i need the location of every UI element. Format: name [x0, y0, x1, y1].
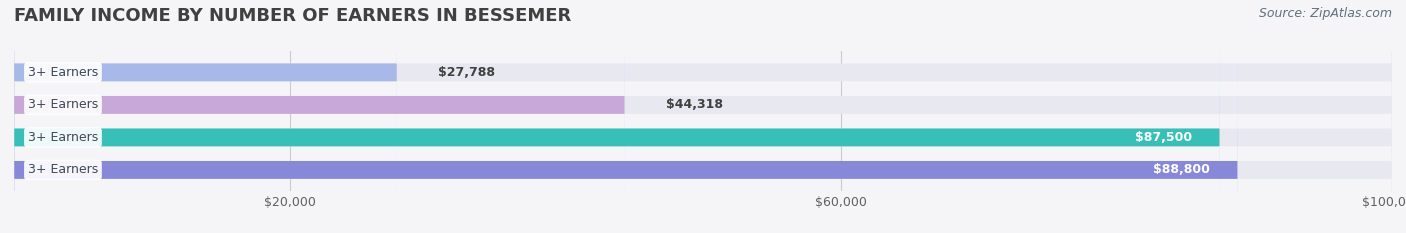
FancyBboxPatch shape: [14, 0, 1392, 233]
FancyBboxPatch shape: [14, 0, 1392, 233]
FancyBboxPatch shape: [14, 0, 1392, 233]
Text: 3+ Earners: 3+ Earners: [28, 131, 98, 144]
FancyBboxPatch shape: [14, 0, 1237, 233]
Text: Source: ZipAtlas.com: Source: ZipAtlas.com: [1258, 7, 1392, 20]
Text: $27,788: $27,788: [439, 66, 495, 79]
FancyBboxPatch shape: [14, 0, 624, 233]
FancyBboxPatch shape: [14, 0, 396, 233]
Text: $88,800: $88,800: [1153, 163, 1211, 176]
Text: $87,500: $87,500: [1135, 131, 1192, 144]
Text: 3+ Earners: 3+ Earners: [28, 98, 98, 111]
FancyBboxPatch shape: [14, 0, 1220, 233]
Text: 3+ Earners: 3+ Earners: [28, 163, 98, 176]
Text: $44,318: $44,318: [666, 98, 723, 111]
Text: FAMILY INCOME BY NUMBER OF EARNERS IN BESSEMER: FAMILY INCOME BY NUMBER OF EARNERS IN BE…: [14, 7, 571, 25]
Text: 3+ Earners: 3+ Earners: [28, 66, 98, 79]
FancyBboxPatch shape: [14, 0, 1392, 233]
